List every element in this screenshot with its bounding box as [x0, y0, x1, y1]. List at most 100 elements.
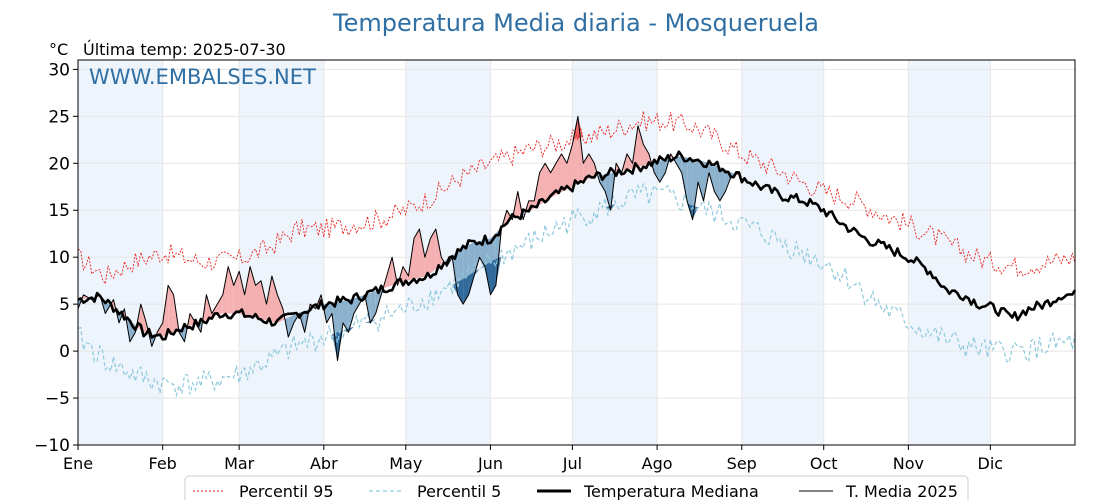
month-band — [78, 60, 163, 445]
above-median-fill — [222, 266, 229, 314]
legend-year-label: T. Media 2025 — [845, 482, 958, 500]
above-median-fill — [430, 229, 436, 274]
below-median-fill — [703, 161, 709, 201]
series-line-2025 — [77, 115, 740, 361]
x-tick-label: Ago — [642, 454, 673, 473]
above-median-fill — [386, 257, 393, 288]
above-median-fill — [217, 294, 223, 315]
below-median-fill — [474, 241, 480, 276]
x-tick-label: Ene — [63, 454, 93, 473]
above-median-fill — [168, 285, 174, 335]
series-line-p5 — [77, 182, 1076, 398]
y-tick-label: 5 — [59, 295, 70, 315]
above-median-fill — [424, 238, 431, 277]
above-median-fill — [419, 229, 425, 278]
watermark: WWW.EMBALSES.NET — [89, 65, 316, 89]
series-lines — [77, 111, 1077, 398]
above-median-fill — [556, 153, 562, 195]
month-bands — [78, 60, 991, 445]
chart-title: Temperatura Media diaria - Mosqueruela — [332, 9, 819, 37]
below-median-fill — [288, 314, 294, 338]
x-tick-label: Nov — [893, 454, 924, 473]
y-tick-label: 10 — [48, 248, 70, 268]
below-p5-fill — [479, 265, 485, 269]
x-axis: Ene Feb Mar Abr May Jun Jul Ago Sep Oct Nov Dic — [63, 445, 1003, 473]
above-median-fill — [266, 275, 272, 322]
above-median-fill — [583, 153, 589, 182]
x-tick-label: Jun — [477, 454, 503, 473]
plot-frame — [77, 59, 1076, 446]
x-tick-label: Feb — [149, 454, 177, 473]
month-band — [239, 60, 324, 445]
y-tick-label: −10 — [34, 436, 70, 456]
below-median-fill — [681, 156, 688, 201]
above-median-fill — [228, 266, 234, 314]
x-tick-label: Dic — [978, 454, 1004, 473]
x-tick-label: May — [389, 454, 422, 473]
legend-median-label: Temperatura Mediana — [583, 482, 759, 500]
below-median-fill — [605, 173, 611, 211]
below-median-fill — [714, 165, 720, 201]
below-p5-fill — [457, 278, 464, 305]
unit-label: °C — [49, 40, 68, 59]
above-median-fill — [627, 153, 633, 170]
below-median-fill — [698, 159, 704, 201]
above-median-fill — [403, 266, 409, 282]
below-median-fill — [659, 159, 666, 183]
legend: Percentil 95 Percentil 5 Temperatura Med… — [184, 475, 969, 500]
month-band — [741, 60, 824, 445]
legend-p95-label: Percentil 95 — [239, 482, 334, 500]
below-p5-fill — [332, 332, 338, 361]
below-p5-fill — [370, 319, 376, 323]
y-tick-label: 0 — [59, 342, 70, 362]
below-median-fill — [676, 156, 682, 173]
above-median-fill — [550, 163, 557, 198]
month-band — [908, 60, 991, 445]
above-median-fill — [157, 322, 163, 338]
x-tick-label: Sep — [727, 454, 757, 473]
below-median-fill — [708, 163, 715, 192]
y-tick-label: 25 — [48, 107, 70, 127]
below-median-fill — [353, 296, 360, 314]
above-median-fill — [435, 229, 442, 269]
below-median-fill — [692, 158, 699, 220]
below-p5-fill — [610, 204, 616, 211]
above-median-fill — [271, 275, 278, 323]
plot-area: WWW.EMBALSES.NET — [77, 59, 1077, 446]
above-median-fill — [588, 153, 595, 179]
below-p5-fill — [474, 268, 480, 276]
legend-box — [184, 475, 969, 500]
y-tick-label: 20 — [48, 154, 70, 174]
above-median-fill — [413, 229, 420, 279]
below-p5-fill — [490, 259, 496, 295]
above-median-fill — [539, 163, 546, 205]
series-line-p95 — [77, 111, 1076, 286]
above-median-fill — [255, 280, 262, 319]
below-median-fill — [479, 239, 485, 267]
x-tick-label: Abr — [310, 454, 338, 473]
x-tick-label: Mar — [224, 454, 255, 473]
below-p5-fill — [364, 321, 371, 323]
legend-p5-label: Percentil 5 — [417, 482, 501, 500]
above-median-fill — [250, 266, 256, 318]
month-band — [572, 60, 658, 445]
last-temp-label: Última temp: 2025-07-30 — [83, 40, 286, 59]
above-median-fill — [637, 125, 644, 168]
y-tick-label: 30 — [48, 60, 70, 80]
series-line-median — [77, 150, 1077, 341]
y-axis: −10 −5 0 5 10 15 20 25 30 — [34, 60, 78, 456]
y-tick-label: −5 — [45, 389, 70, 409]
above-median-fill — [261, 280, 267, 321]
below-median-fill — [326, 302, 333, 323]
below-p5-fill — [495, 256, 502, 286]
above-median-fill — [239, 271, 245, 315]
above-median-fill — [566, 144, 573, 190]
above-median-fill — [545, 163, 551, 202]
x-tick-label: Oct — [810, 454, 838, 473]
above-median-fill — [643, 144, 649, 166]
below-median-fill — [654, 160, 660, 183]
above-median-fill — [244, 266, 251, 317]
y-tick-label: 15 — [48, 201, 70, 221]
below-median-fill — [719, 167, 726, 201]
